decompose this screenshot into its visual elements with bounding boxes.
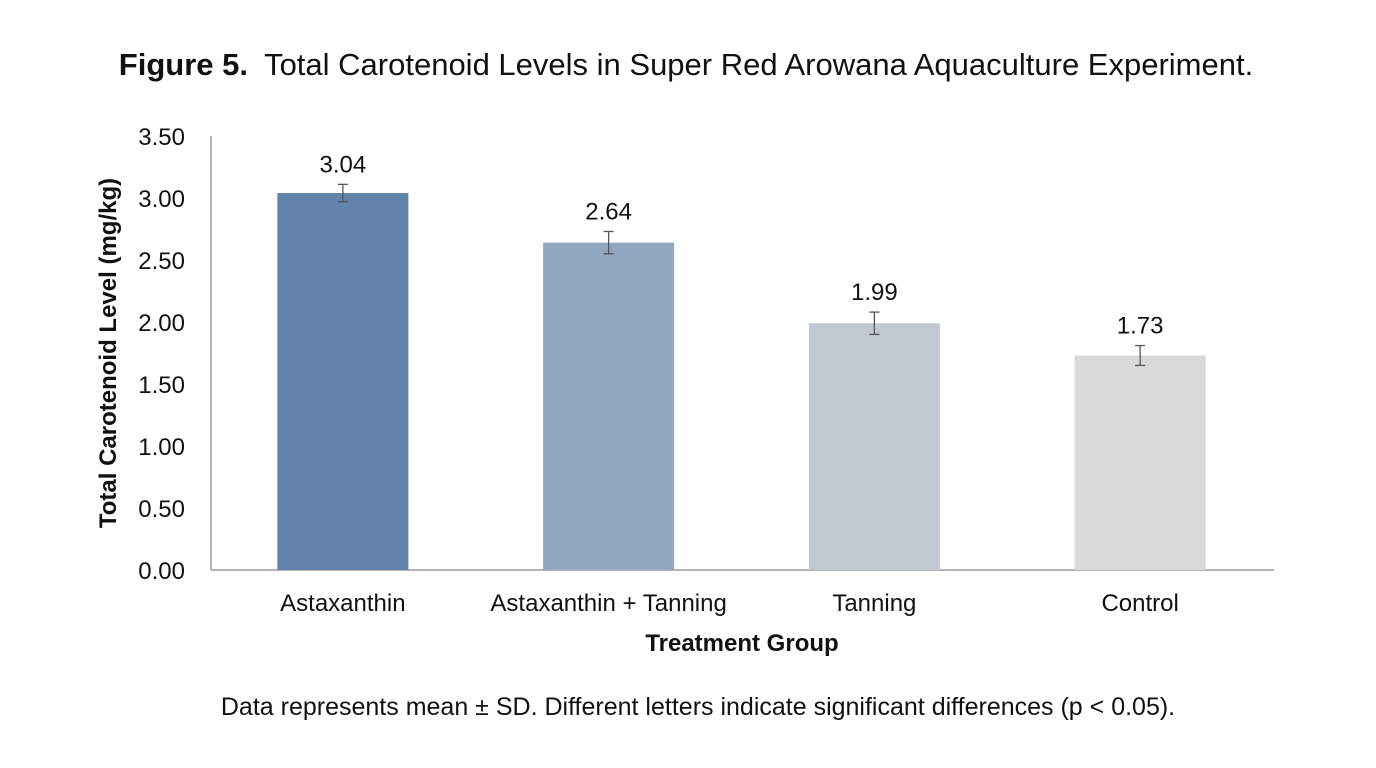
y-tick-label: 3.50: [138, 124, 185, 151]
y-tick-label: 0.50: [138, 496, 185, 523]
y-tick-label: 1.50: [138, 372, 185, 399]
bar: [277, 193, 409, 571]
x-tick-label: Tanning: [832, 590, 916, 617]
chart-title: Figure 5. Total Carotenoid Levels in Sup…: [119, 47, 1253, 82]
data-label: 1.73: [1117, 313, 1164, 340]
bars: 3.04 2.64 1.99 1.73: [277, 151, 1206, 571]
y-axis-label: Total Carotenoid Level (mg/kg): [95, 178, 122, 528]
footnote: Data represents mean ± SD. Different let…: [221, 693, 1175, 721]
x-tick-label: Astaxanthin + Tanning: [490, 590, 726, 617]
x-axis-label: Treatment Group: [645, 630, 838, 657]
y-ticks: 0.00 0.50 1.00 1.50 2.00 2.50 3.00 3.50: [138, 124, 185, 585]
y-tick-label: 0.00: [138, 558, 185, 585]
x-ticks: Astaxanthin Astaxanthin + Tanning Tanning C…: [280, 590, 1179, 617]
y-tick-label: 2.00: [138, 310, 185, 337]
data-label: 3.04: [320, 151, 367, 178]
y-tick-label: 1.00: [138, 434, 185, 461]
x-tick-label: Astaxanthin: [280, 590, 405, 617]
y-tick-label: 3.00: [138, 186, 185, 213]
x-tick-label: Control: [1101, 590, 1178, 617]
figure-label: Figure 5.: [119, 47, 248, 82]
figure-title: Total Carotenoid Levels in Super Red Aro…: [264, 47, 1253, 82]
bar: [808, 323, 940, 570]
bar: [543, 242, 675, 570]
y-tick-label: 2.50: [138, 248, 185, 275]
data-label: 1.99: [851, 279, 898, 306]
bar: [1074, 355, 1206, 570]
data-label: 2.64: [585, 198, 632, 225]
